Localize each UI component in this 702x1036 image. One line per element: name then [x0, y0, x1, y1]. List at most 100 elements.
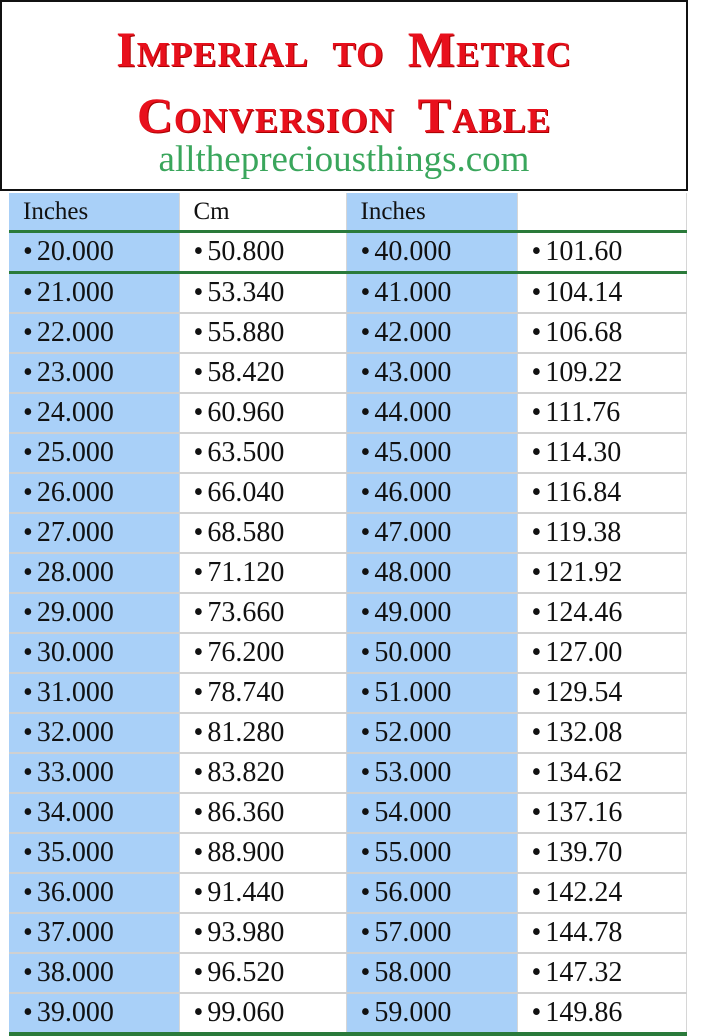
- cell-value: 58.000: [374, 957, 452, 988]
- inches-cell: • 30.000: [9, 633, 180, 674]
- bullet-icon: •: [360, 797, 371, 828]
- website-credit: allthepreciousthings.com: [158, 139, 530, 180]
- table-row: • 28.000 • 71.120 • 48.000 • 121.92: [9, 553, 687, 594]
- cell-value: 47.000: [374, 517, 452, 548]
- cell-value: 55.000: [374, 837, 452, 868]
- cell-value: 55.880: [207, 317, 285, 348]
- cell-value: 21.000: [36, 277, 114, 308]
- cell-value: 53.340: [207, 277, 285, 308]
- cm-cell: • 104.14: [517, 272, 687, 314]
- cell-value: 48.000: [374, 557, 452, 588]
- cell-value: 144.78: [545, 917, 623, 948]
- bullet-icon: •: [360, 637, 371, 668]
- cm-cell: • 116.84: [517, 473, 687, 514]
- inches-cell: • 41.000: [346, 272, 518, 314]
- cell-value: 68.580: [207, 517, 285, 548]
- cell-value: 106.68: [545, 317, 623, 348]
- bullet-icon: •: [23, 597, 33, 628]
- inches-cell: • 56.000: [346, 873, 518, 914]
- cell-value: 109.22: [545, 357, 623, 388]
- cell-value: 93.980: [207, 917, 285, 948]
- title-line-2: Conversion Table: [136, 87, 552, 143]
- cm-cell: • 147.32: [517, 953, 687, 994]
- cell-value: 91.440: [207, 877, 285, 908]
- inches-cell: • 54.000: [346, 793, 518, 834]
- bullet-icon: •: [531, 957, 542, 988]
- bullet-icon: •: [23, 877, 33, 908]
- table-row: • 24.000 • 60.960 • 44.000 • 111.76: [9, 393, 687, 434]
- cell-value: 63.500: [207, 437, 285, 468]
- table-row: • 30.000 • 76.200 • 50.000 • 127.00: [9, 633, 687, 674]
- cell-value: 56.000: [374, 877, 452, 908]
- header-row: Inches Cm Inches: [9, 193, 687, 233]
- cell-value: 28.000: [36, 557, 114, 588]
- cell-value: 53.000: [374, 757, 452, 788]
- conversion-table: Inches Cm Inches • 20.000 • 50.800 • 40.000 • 1…: [9, 193, 687, 1036]
- cell-value: 44.000: [374, 397, 452, 428]
- cm-cell: • 142.24: [517, 873, 687, 914]
- bullet-icon: •: [23, 236, 33, 267]
- bullet-icon: •: [531, 437, 542, 468]
- cm-cell: • 86.360: [179, 793, 347, 834]
- cell-value: 132.08: [545, 717, 623, 748]
- cm-cell: • 93.980: [179, 913, 347, 954]
- bullet-icon: •: [193, 477, 204, 508]
- bullet-icon: •: [360, 757, 371, 788]
- inches-cell: • 59.000: [346, 993, 518, 1036]
- bullet-icon: •: [23, 717, 33, 748]
- bullet-icon: •: [193, 797, 204, 828]
- inches-cell: • 55.000: [346, 833, 518, 874]
- bullet-icon: •: [531, 597, 542, 628]
- bullet-icon: •: [531, 757, 542, 788]
- bullet-icon: •: [531, 677, 542, 708]
- bullet-icon: •: [531, 477, 542, 508]
- cell-value: 139.70: [545, 837, 623, 868]
- cm-cell: • 63.500: [179, 433, 347, 474]
- inches-cell: • 49.000: [346, 593, 518, 634]
- cm-cell: • 88.900: [179, 833, 347, 874]
- cell-value: 149.86: [545, 997, 623, 1028]
- cell-value: 30.000: [36, 637, 114, 668]
- inches-cell: • 34.000: [9, 793, 180, 834]
- cm-cell: • 106.68: [517, 313, 687, 354]
- cell-value: 35.000: [36, 837, 114, 868]
- cell-value: 119.38: [545, 517, 622, 548]
- cm-cell: • 66.040: [179, 473, 347, 514]
- inches-cell: • 21.000: [9, 272, 180, 314]
- bullet-icon: •: [531, 397, 542, 428]
- bullet-icon: •: [360, 317, 371, 348]
- inches-cell: • 47.000: [346, 513, 518, 554]
- cell-value: 134.62: [545, 757, 623, 788]
- cm-cell: • 73.660: [179, 593, 347, 634]
- cell-value: 78.740: [207, 677, 285, 708]
- cell-value: 137.16: [545, 797, 623, 828]
- bullet-icon: •: [360, 236, 371, 267]
- header-cm-1: Cm: [179, 193, 347, 233]
- cm-cell: • 60.960: [179, 393, 347, 434]
- bullet-icon: •: [23, 557, 33, 588]
- bullet-icon: •: [23, 277, 33, 308]
- inches-cell: • 27.000: [9, 513, 180, 554]
- cm-cell: • 127.00: [517, 633, 687, 674]
- cell-value: 41.000: [374, 277, 452, 308]
- cell-value: 127.00: [545, 637, 623, 668]
- cm-cell: • 129.54: [517, 673, 687, 714]
- table-row: • 26.000 • 66.040 • 46.000 • 116.84: [9, 473, 687, 514]
- bullet-icon: •: [193, 877, 204, 908]
- inches-cell: • 40.000: [346, 231, 518, 274]
- inches-cell: • 43.000: [346, 353, 518, 394]
- cm-cell: • 109.22: [517, 353, 687, 394]
- cell-value: 76.200: [207, 637, 285, 668]
- cell-value: 25.000: [36, 437, 114, 468]
- cm-cell: • 111.76: [517, 393, 687, 434]
- table-row: • 29.000 • 73.660 • 49.000 • 124.46: [9, 593, 687, 634]
- cell-value: 31.000: [36, 677, 114, 708]
- inches-cell: • 25.000: [9, 433, 180, 474]
- inches-cell: • 58.000: [346, 953, 518, 994]
- cell-value: 81.280: [207, 717, 285, 748]
- inches-cell: • 50.000: [346, 633, 518, 674]
- cell-value: 86.360: [207, 797, 285, 828]
- bullet-icon: •: [531, 277, 542, 308]
- cm-cell: • 114.30: [517, 433, 687, 474]
- inches-cell: • 44.000: [346, 393, 518, 434]
